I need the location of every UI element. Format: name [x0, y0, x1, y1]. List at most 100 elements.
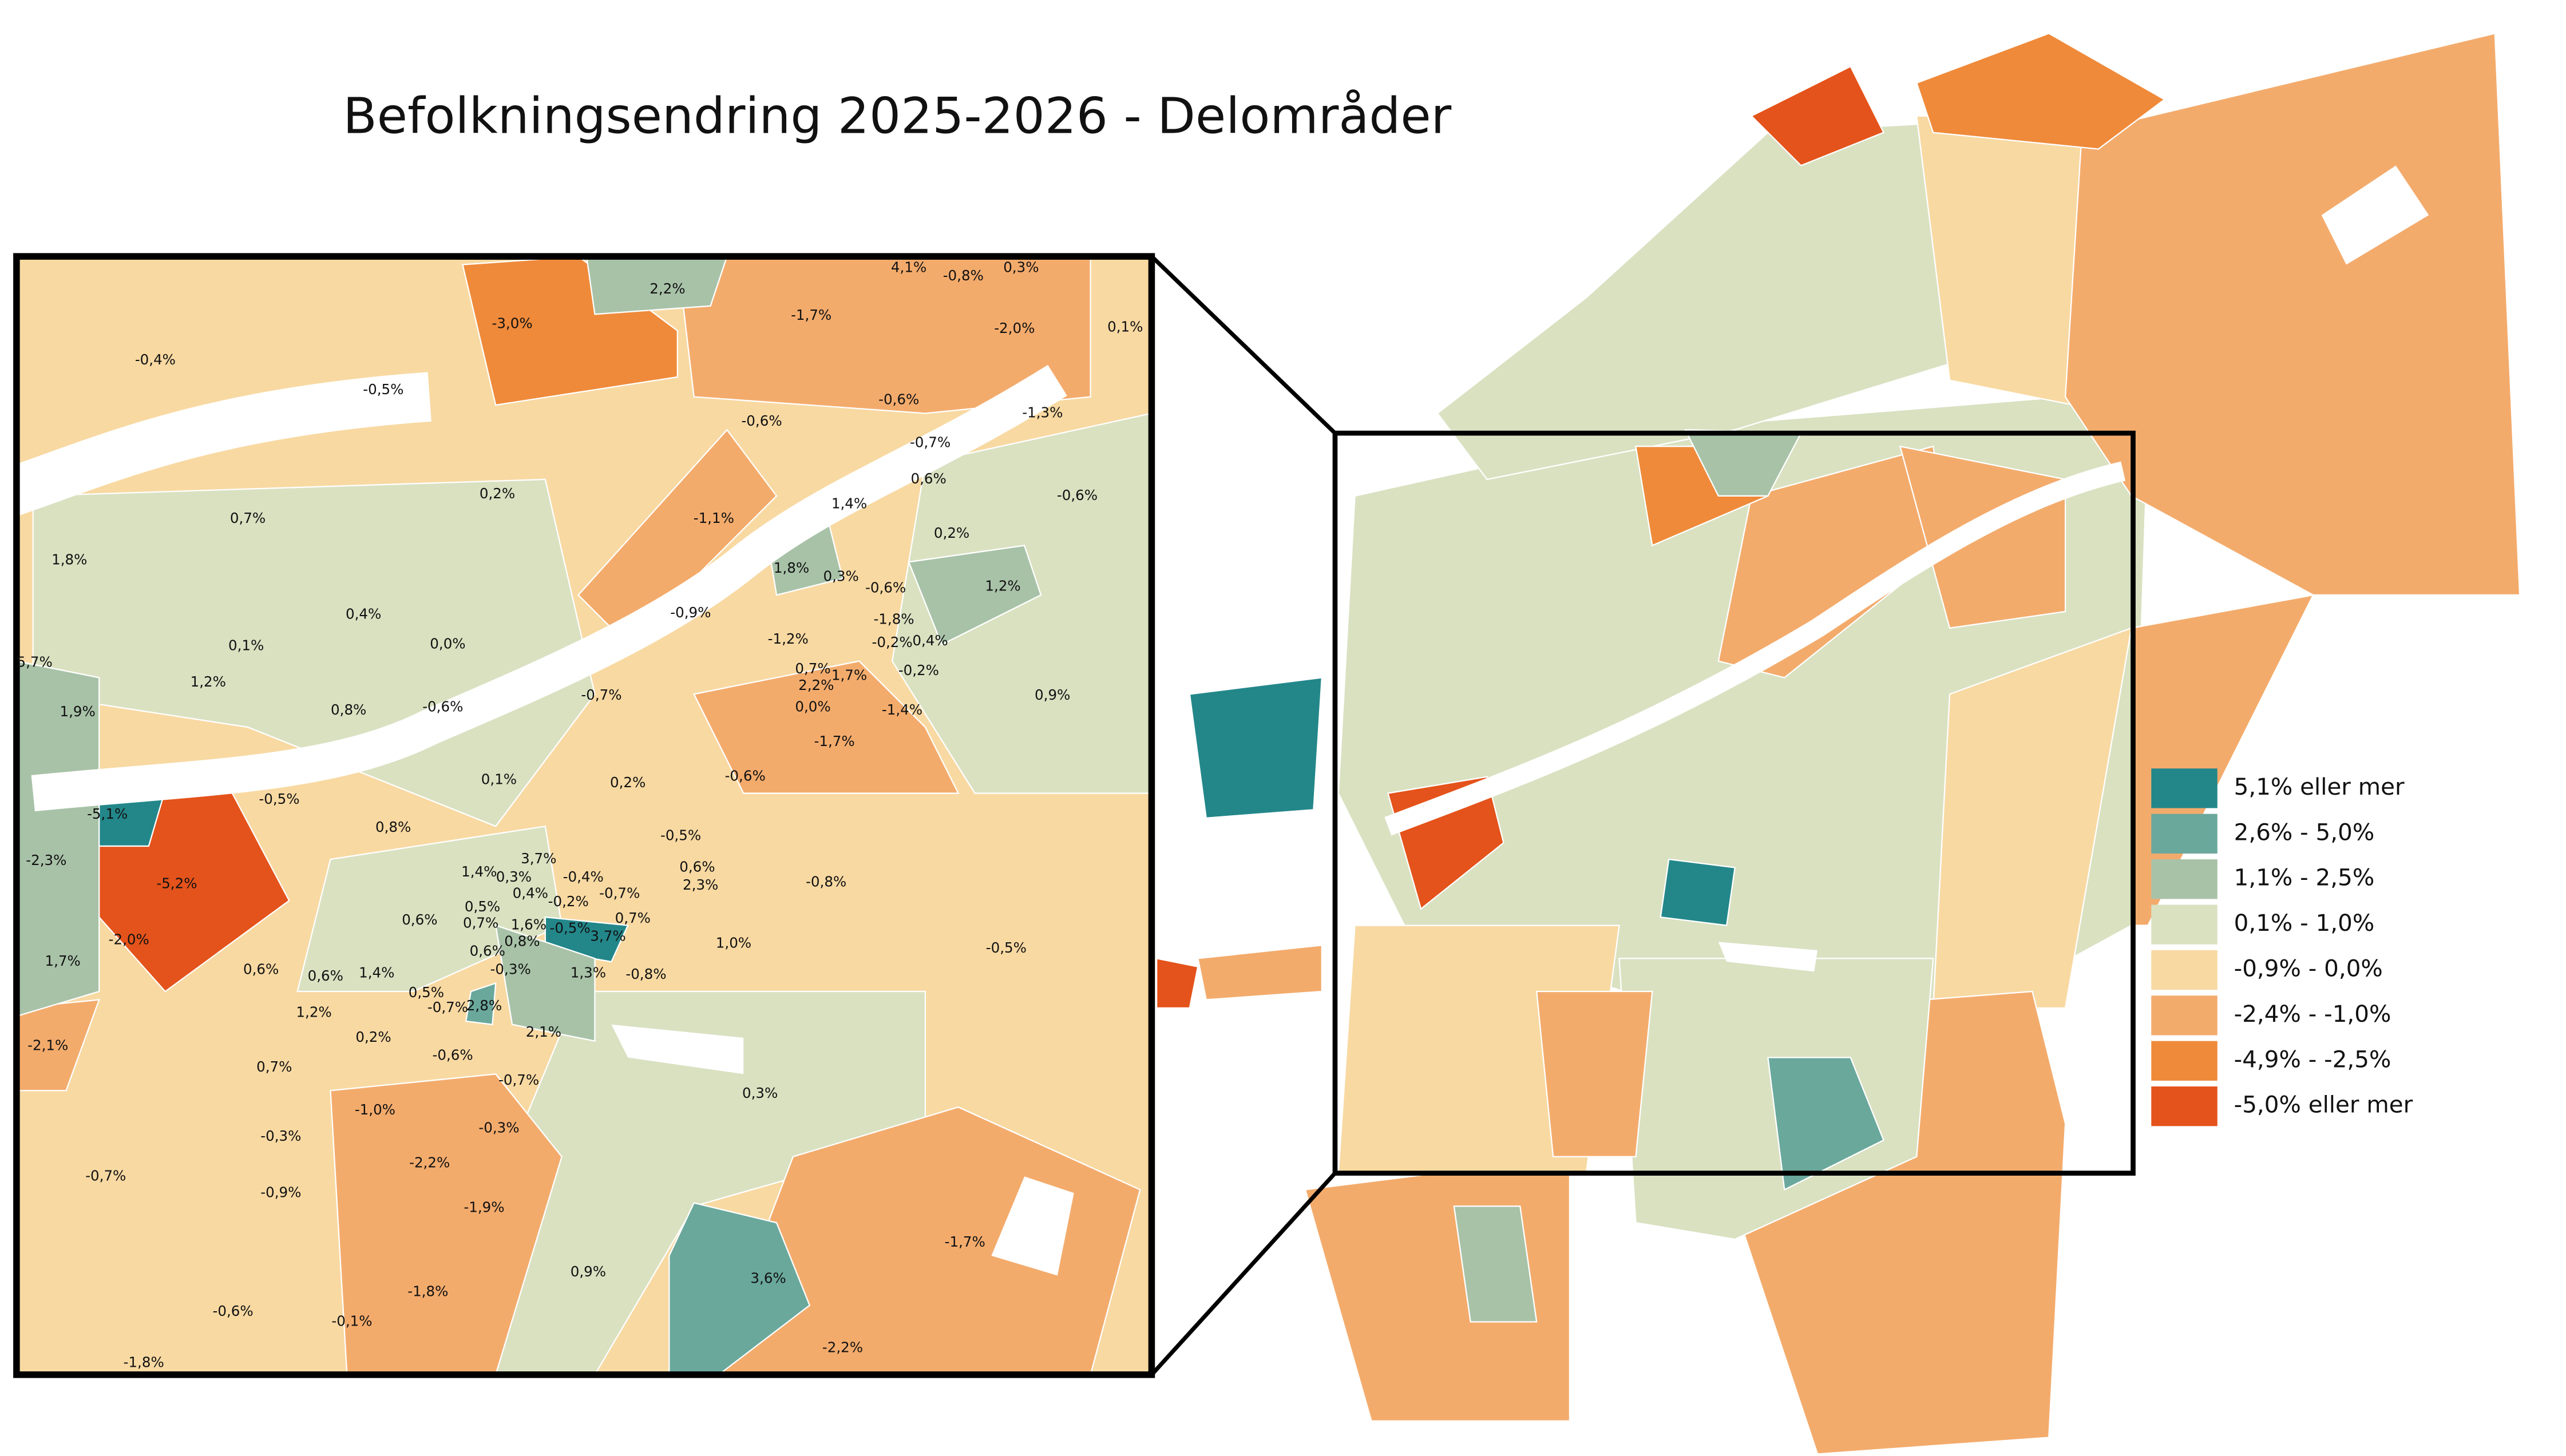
connector [1150, 1172, 1337, 1376]
region [1915, 33, 2166, 150]
region-label: -1,0% [355, 1101, 395, 1118]
region-label: 0,1% [481, 771, 517, 787]
region-label: 1,8% [52, 551, 87, 568]
inset-frame [13, 253, 1155, 1378]
lake [991, 1176, 1074, 1276]
region-label: -3,0% [492, 315, 532, 332]
region-label: 0,6% [911, 470, 947, 487]
region-label: 0,3% [496, 868, 532, 885]
title: Befolkningsendring 2025-2026 - Delområde… [343, 88, 1451, 145]
region [1189, 677, 1323, 819]
region-label: -2,1% [27, 1037, 68, 1053]
region-label: -5,2% [156, 875, 197, 891]
region-label: -0,3% [260, 1128, 301, 1144]
legend-label: -4,9% - -2,5% [2234, 1045, 2391, 1073]
region [1899, 445, 2066, 629]
region-label: 1,2% [191, 673, 226, 690]
region-label: 0,1% [228, 637, 264, 654]
legend-label: -0,9% - 0,0% [2234, 954, 2383, 982]
sea [0, 372, 431, 519]
region-label: 0,6% [470, 943, 505, 959]
region-label: -0,7% [599, 885, 640, 902]
region-label: 0,5% [409, 984, 444, 1001]
region-label: -0,8% [806, 873, 846, 890]
region-label: -0,7% [498, 1072, 539, 1088]
legend-swatch [2151, 1086, 2217, 1126]
region-label: 0,2% [480, 485, 515, 502]
region-label: -0,3% [478, 1120, 519, 1136]
region-label: 0,8% [375, 819, 411, 835]
region-label: -0,5% [660, 827, 701, 844]
region-label: 5,7% [17, 653, 52, 670]
region-label: 0,7% [256, 1058, 292, 1075]
region-label: -0,7% [581, 687, 621, 703]
region-label: -0,1% [331, 1312, 372, 1329]
region-label: -1,7% [791, 307, 831, 323]
region-label: 3,7% [521, 850, 556, 867]
region-label: -1,3% [1022, 404, 1063, 420]
lake [2321, 165, 2429, 265]
region-label: -0,7% [910, 434, 951, 450]
legend-swatch [2151, 1041, 2217, 1081]
region-label: -0,5% [986, 939, 1027, 956]
region-label: -0,8% [943, 267, 984, 284]
region-label: -2,3% [26, 852, 66, 868]
region-label: -1,7% [945, 1233, 985, 1250]
region-label: -1,2% [768, 630, 809, 647]
region-label: -2,0% [109, 931, 149, 948]
region-label: -0,2% [872, 634, 913, 650]
region-label: -0,3% [490, 961, 531, 977]
legend-label: 0,1% - 1,0% [2234, 909, 2375, 937]
region-label: -5,1% [87, 806, 128, 822]
region-label: -0,4% [135, 351, 176, 368]
region-label: 0,3% [823, 568, 858, 584]
region-label: 2,8% [466, 997, 502, 1014]
region-label: 1,7% [831, 667, 867, 684]
region-label: 0,0% [430, 636, 465, 652]
legend-label: 1,1% - 2,5% [2234, 864, 2375, 891]
region-label: -1,4% [882, 701, 922, 718]
region-label: -2,2% [409, 1154, 450, 1171]
labels: -0,4% -0,5% -3,0% 2,2% -1,7% 4,1% -0,8% 0,3% -2,… [17, 259, 1143, 1370]
region-label: 1,8% [774, 560, 809, 576]
legend-swatch [2151, 768, 2217, 808]
region [1197, 944, 1323, 1001]
region-label: 0,4% [912, 632, 948, 649]
region-label: 0,2% [355, 1029, 391, 1045]
region-label: 0,7% [230, 510, 266, 526]
connector [1150, 255, 1337, 435]
region [465, 982, 497, 1026]
region [908, 545, 1042, 646]
fjord [31, 364, 1067, 812]
region-label: -0,4% [563, 868, 604, 885]
region-label: -0,8% [625, 966, 666, 982]
legend-label: -2,4% - -1,0% [2234, 1000, 2391, 1027]
region [1155, 957, 1199, 1009]
region-label: 0,6% [308, 967, 343, 984]
legend: 5,1% eller mer 2,6% - 5,0% 1,1% - 2,5% 0,1%… [2151, 768, 2413, 1126]
region-label: -2,0% [994, 320, 1035, 336]
lake [611, 1024, 744, 1074]
region-label: 0,9% [571, 1263, 606, 1280]
region-label: -0,2% [548, 893, 589, 910]
region-label: 1,7% [45, 953, 81, 969]
region-label: 2,2% [650, 280, 685, 297]
region-label: -0,6% [865, 580, 906, 596]
region-label: -1,7% [814, 733, 855, 749]
legend-swatch [2151, 904, 2217, 945]
region [330, 1073, 563, 1376]
region-label: 0,8% [504, 933, 540, 949]
region [1660, 858, 1736, 926]
region-label: 1,6% [511, 917, 547, 933]
region-label: -0,6% [1057, 487, 1098, 503]
region-label: -1,8% [873, 610, 914, 627]
region [692, 660, 960, 794]
region-label: 0,0% [795, 698, 830, 715]
region-label: 0,2% [610, 774, 646, 791]
region-label: -0,6% [878, 391, 919, 407]
region-label: -0,6% [433, 1047, 473, 1064]
region-label: -2,2% [822, 1339, 863, 1356]
region-label: 3,6% [750, 1269, 786, 1286]
